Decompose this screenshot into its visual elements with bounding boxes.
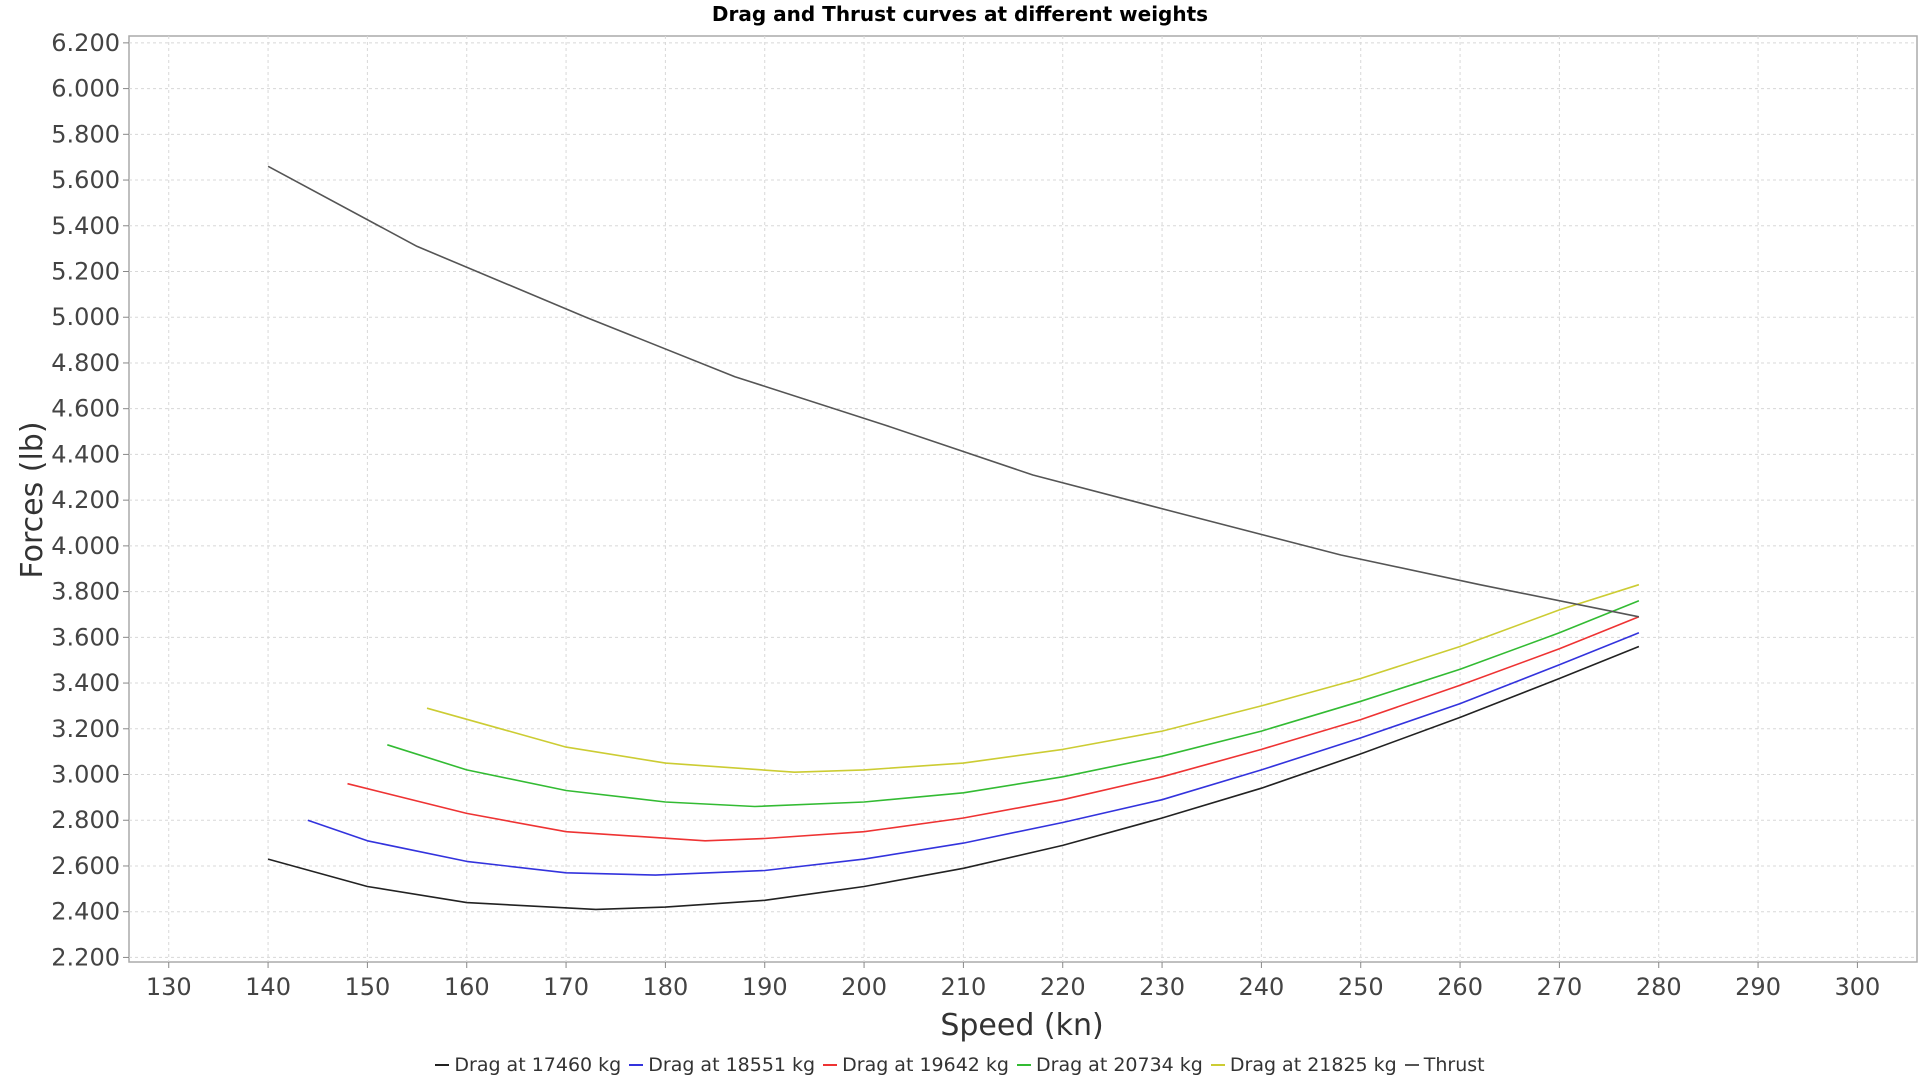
- y-tick-label: 3.600: [51, 623, 120, 651]
- legend-swatch: [1017, 1064, 1031, 1066]
- series-line-drag-at-17460-kg: [267, 645, 1640, 911]
- x-tick-label: 230: [1139, 973, 1185, 1001]
- legend-item: Drag at 17460 kg: [435, 1054, 621, 1076]
- chart-title: Drag and Thrust curves at different weig…: [711, 2, 1209, 26]
- x-tick-label: 280: [1636, 973, 1682, 1001]
- x-tick-label: 190: [742, 973, 788, 1001]
- y-tick-label: 6.000: [51, 75, 120, 103]
- x-tick-label: 160: [444, 973, 490, 1001]
- y-tick-label: 4.600: [51, 395, 120, 423]
- legend-swatch: [823, 1064, 838, 1066]
- y-tick-label: 4.400: [51, 440, 120, 468]
- y-tick-label: 4.200: [51, 486, 120, 514]
- series-line-drag-at-19642-kg: [347, 616, 1640, 842]
- x-tick-label: 300: [1834, 973, 1880, 1001]
- legend-swatch: [1404, 1064, 1419, 1066]
- series-line-drag-at-21825-kg: [426, 583, 1640, 774]
- series-line-drag-at-20734-kg: [387, 599, 1640, 808]
- legend-label: Thrust: [1423, 1054, 1485, 1076]
- legend-swatch: [1210, 1064, 1225, 1066]
- x-tick-label: 260: [1437, 973, 1483, 1001]
- y-tick-label: 3.200: [51, 715, 120, 743]
- series-line-thrust: [267, 165, 1640, 618]
- legend-swatch: [629, 1064, 644, 1066]
- y-tick-label: 3.400: [51, 669, 120, 697]
- y-tick-label: 5.600: [51, 166, 120, 194]
- legend-label: Drag at 20734 kg: [1036, 1054, 1203, 1076]
- x-axis-label: Speed (kn): [940, 1008, 1103, 1043]
- x-tick-label: 150: [344, 973, 390, 1001]
- legend-item: Drag at 21825 kg: [1210, 1054, 1397, 1076]
- x-tick-label: 170: [543, 973, 589, 1001]
- y-tick-label: 2.600: [51, 852, 120, 880]
- legend-label: Drag at 19642 kg: [842, 1054, 1009, 1076]
- y-tick-label: 5.000: [51, 303, 120, 331]
- plot-area: [128, 35, 1918, 963]
- x-tick-label: 290: [1735, 973, 1781, 1001]
- legend-item: Drag at 20734 kg: [1017, 1054, 1203, 1076]
- x-tick-label: 240: [1238, 973, 1284, 1001]
- x-tick-label: 200: [841, 973, 887, 1001]
- y-tick-label: 2.400: [51, 898, 120, 926]
- legend-item: Drag at 19642 kg: [823, 1054, 1009, 1076]
- series-line-drag-at-18551-kg: [307, 632, 1640, 876]
- series-layer: [267, 165, 1640, 911]
- legend-label: Drag at 18551 kg: [648, 1054, 816, 1076]
- x-tick-label: 250: [1338, 973, 1384, 1001]
- legend: Drag at 17460 kg Drag at 18551 kg Drag at …: [0, 1054, 1920, 1076]
- y-tick-label: 4.800: [51, 349, 120, 377]
- y-tick-label: 4.000: [51, 532, 120, 560]
- legend-label: Drag at 21825 kg: [1229, 1054, 1397, 1076]
- y-tick-label: 2.200: [51, 943, 120, 971]
- y-tick-label: 3.800: [51, 578, 120, 606]
- y-tick-label: 6.200: [51, 29, 120, 57]
- legend-swatch: [435, 1064, 450, 1066]
- y-tick-label: 5.800: [51, 120, 120, 148]
- x-tick-label: 180: [642, 973, 688, 1001]
- x-tick-label: 270: [1536, 973, 1582, 1001]
- legend-item: Drag at 18551 kg: [629, 1054, 815, 1076]
- legend-item: Thrust: [1404, 1054, 1485, 1076]
- y-tick-label: 3.000: [51, 761, 120, 789]
- x-tick-label: 130: [146, 973, 192, 1001]
- axis-layer: 130 140 150 160 170 180 190 200 210 220 230 240 250 2…: [51, 29, 1880, 1001]
- x-tick-label: 220: [1040, 973, 1086, 1001]
- x-tick-label: 140: [245, 973, 291, 1001]
- x-tick-label: 210: [940, 973, 986, 1001]
- grid-layer: [128, 35, 1918, 963]
- y-tick-label: 5.400: [51, 212, 120, 240]
- legend-label: Drag at 17460 kg: [454, 1054, 622, 1076]
- y-tick-label: 5.200: [51, 258, 120, 286]
- y-axis-label: Forces (lb): [15, 421, 50, 578]
- y-tick-label: 2.800: [51, 806, 120, 834]
